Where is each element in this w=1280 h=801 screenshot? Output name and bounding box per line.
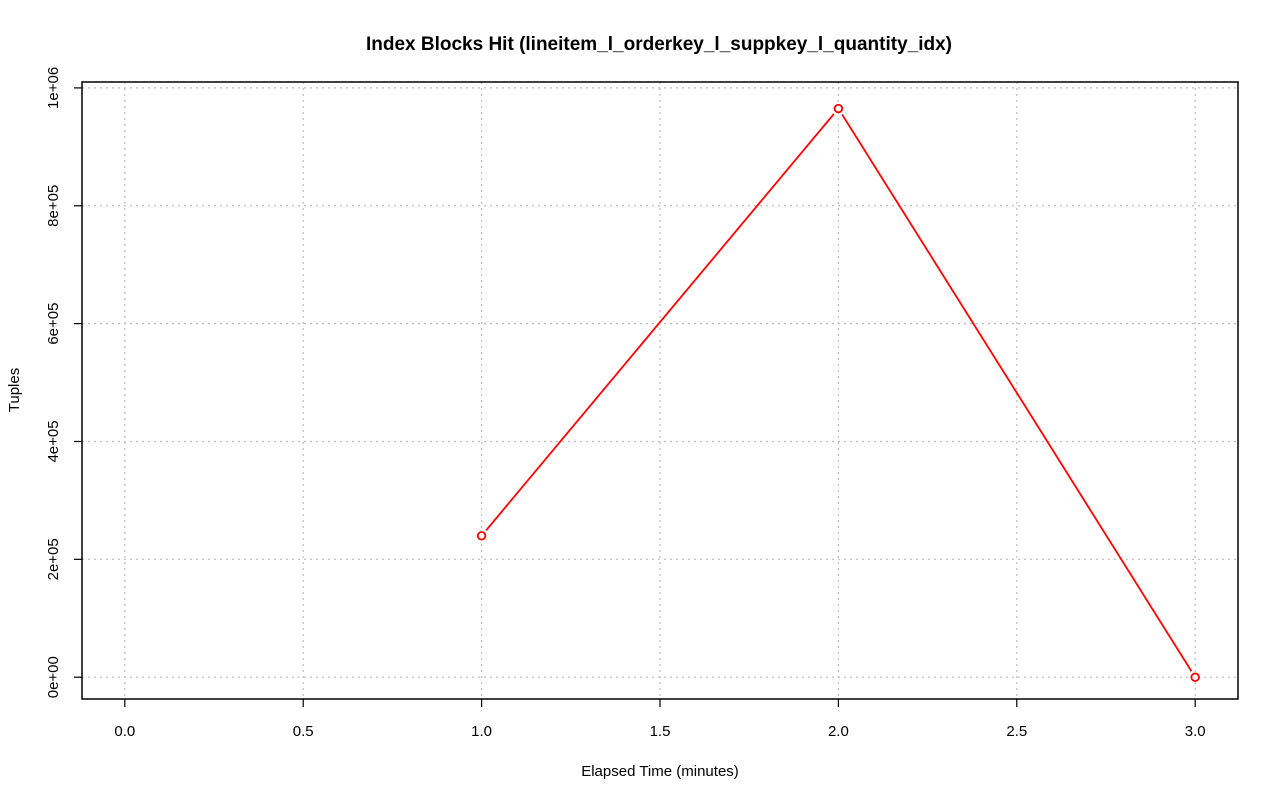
series-line-segment — [841, 113, 1193, 672]
plot-frame — [81, 81, 1239, 700]
series-line-segment — [485, 113, 835, 531]
data-point — [1190, 672, 1200, 682]
data-point — [476, 531, 487, 541]
grid-lines — [82, 82, 1238, 699]
y-tick-label: 6e+05 — [45, 303, 62, 345]
y-tick-label: 0e+00 — [45, 656, 62, 698]
y-tick-label: 8e+05 — [45, 185, 62, 227]
x-tick-label: 0.5 — [293, 723, 314, 740]
y-tick-label: 1e+06 — [45, 67, 62, 109]
y-tick-label: 4e+05 — [45, 420, 62, 462]
x-tick-label: 1.5 — [650, 723, 671, 740]
x-tick-label: 1.0 — [471, 723, 492, 740]
axis-ticks: 0.0 0.5 1.0 1.5 2.0 2.5 3.0 0e+00 2e+05 4e+05 6e+0… — [45, 67, 1206, 740]
y-tick-label: 2e+05 — [45, 538, 62, 580]
chart-title: Index Blocks Hit (lineitem_l_orderkey_l_… — [366, 34, 952, 55]
x-tick-label: 2.5 — [1006, 723, 1027, 740]
x-axis-label: Elapsed Time (minutes) — [581, 763, 739, 780]
series-layer — [476, 103, 1200, 682]
data-point — [833, 103, 844, 114]
x-tick-label: 3.0 — [1185, 723, 1206, 740]
x-tick-label: 2.0 — [828, 723, 849, 740]
x-tick-label: 0.0 — [114, 723, 135, 740]
y-axis-label: Tuples — [6, 368, 23, 412]
